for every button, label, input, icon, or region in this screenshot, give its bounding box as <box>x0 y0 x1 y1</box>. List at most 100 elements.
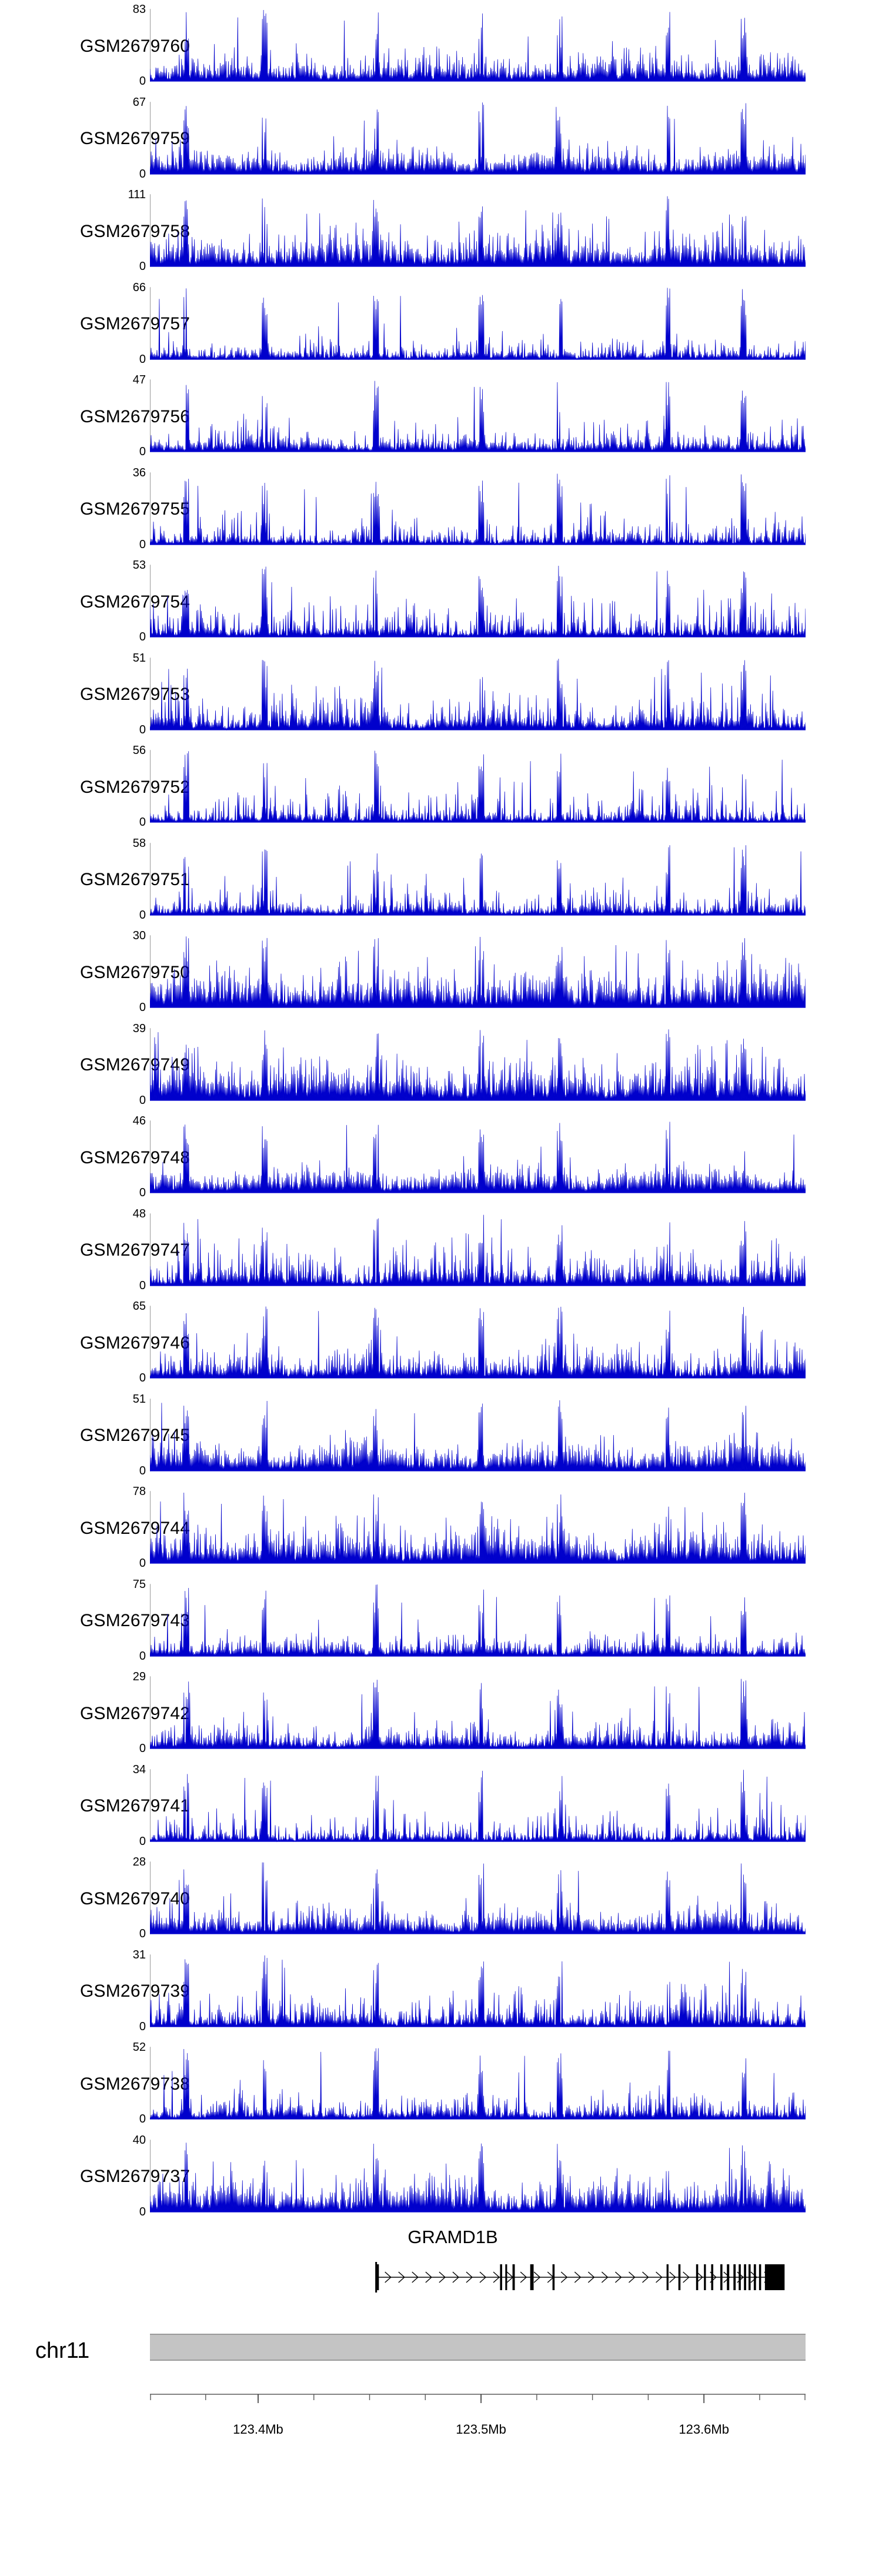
coverage-track[interactable]: GSM2679750 30 0 <box>0 926 882 1019</box>
track-sample-label: GSM2679760 <box>80 36 191 56</box>
coverage-track[interactable]: GSM2679739 31 0 <box>0 1946 882 2038</box>
coverage-plot[interactable] <box>150 2137 806 2219</box>
coverage-plot[interactable] <box>150 1766 806 1848</box>
gene-exon[interactable] <box>696 2264 699 2290</box>
coordinate-tick-label: 123.4Mb <box>233 2422 283 2437</box>
coverage-track[interactable]: GSM2679756 47 0 <box>0 371 882 463</box>
coverage-track[interactable]: GSM2679747 48 0 <box>0 1204 882 1297</box>
gene-exon[interactable] <box>704 2264 706 2290</box>
gene-exon[interactable] <box>727 2264 730 2290</box>
gene-exon[interactable] <box>552 2264 555 2290</box>
coverage-plot[interactable] <box>150 655 806 737</box>
chromosome-label: chr11 <box>35 2338 90 2363</box>
coverage-track[interactable]: GSM2679741 34 0 <box>0 1760 882 1853</box>
track-sample-label: GSM2679743 <box>80 1611 191 1631</box>
coordinate-ticks-svg <box>150 2394 806 2403</box>
coverage-track[interactable]: GSM2679759 67 0 <box>0 93 882 186</box>
gene-exon[interactable] <box>505 2264 507 2290</box>
coverage-plot-svg <box>150 2047 806 2120</box>
coverage-area <box>150 1306 806 1379</box>
axis-zero-label: 0 <box>139 2205 146 2218</box>
coverage-area <box>150 1955 806 2027</box>
coverage-track[interactable]: GSM2679744 78 0 <box>0 1482 882 1575</box>
coverage-track[interactable]: GSM2679757 66 0 <box>0 278 882 371</box>
coverage-plot[interactable] <box>150 1117 806 1200</box>
coverage-plot-svg <box>150 379 806 452</box>
gene-exon[interactable] <box>711 2264 714 2290</box>
strand-arrow-icon <box>493 2271 500 2283</box>
coverage-track[interactable]: GSM2679748 46 0 <box>0 1112 882 1204</box>
gene-model-svg <box>375 2262 785 2293</box>
gene-exon[interactable] <box>376 2264 379 2290</box>
coverage-area <box>150 9 806 82</box>
gene-exon[interactable] <box>764 2264 785 2290</box>
chromosome-bar[interactable] <box>150 2334 806 2361</box>
strand-arrow-icon <box>601 2271 609 2283</box>
coverage-track[interactable]: GSM2679737 40 0 <box>0 2131 882 2224</box>
coverage-track[interactable]: GSM2679751 58 0 <box>0 834 882 927</box>
strand-arrow-icon <box>425 2271 432 2283</box>
coverage-plot-svg <box>150 1398 806 1471</box>
coverage-plot-svg <box>150 1769 806 1842</box>
coverage-tracks-container: GSM2679760 83 0 GSM2679759 67 0 GSM2679758 111 0… <box>0 0 882 2224</box>
strand-arrow-icon <box>412 2271 419 2283</box>
gene-exon[interactable] <box>720 2264 723 2290</box>
coverage-plot[interactable] <box>150 1303 806 1385</box>
coverage-plot-svg <box>150 657 806 730</box>
coverage-track[interactable]: GSM2679740 28 0 <box>0 1853 882 1946</box>
track-sample-label: GSM2679751 <box>80 870 191 890</box>
axis-zero-label: 0 <box>139 2020 146 2033</box>
coverage-track[interactable]: GSM2679758 111 0 <box>0 185 882 278</box>
coverage-track[interactable]: GSM2679760 83 0 <box>0 0 882 93</box>
coverage-track[interactable]: GSM2679753 51 0 <box>0 649 882 742</box>
coverage-plot[interactable] <box>150 191 806 273</box>
coverage-track[interactable]: GSM2679746 65 0 <box>0 1297 882 1390</box>
gene-exon[interactable] <box>500 2264 502 2290</box>
strand-arrow-icon <box>479 2271 487 2283</box>
strand-arrow-icon <box>642 2271 649 2283</box>
coverage-track[interactable]: GSM2679754 53 0 <box>0 556 882 649</box>
coverage-track[interactable]: GSM2679738 52 0 <box>0 2038 882 2131</box>
coverage-plot[interactable] <box>150 840 806 922</box>
coverage-track[interactable]: GSM2679755 36 0 <box>0 463 882 556</box>
coverage-plot[interactable] <box>150 932 806 1015</box>
coverage-plot[interactable] <box>150 562 806 644</box>
coverage-area <box>150 196 806 267</box>
coverage-track[interactable]: GSM2679743 75 0 <box>0 1575 882 1668</box>
coverage-area <box>150 1400 806 1471</box>
coverage-plot[interactable] <box>150 1951 806 2034</box>
axis-zero-label: 0 <box>139 2113 146 2125</box>
axis-zero-label: 0 <box>139 1557 146 1570</box>
gene-exon[interactable] <box>512 2264 515 2290</box>
coverage-plot[interactable] <box>150 99 806 181</box>
coverage-plot[interactable] <box>150 747 806 829</box>
coverage-track[interactable]: GSM2679745 51 0 <box>0 1390 882 1483</box>
gene-exon[interactable] <box>733 2264 736 2290</box>
coverage-plot[interactable] <box>150 1210 806 1293</box>
coverage-plot[interactable] <box>150 469 806 552</box>
coverage-plot[interactable] <box>150 284 806 366</box>
gene-exon[interactable] <box>530 2264 534 2290</box>
coverage-plot[interactable] <box>150 1396 806 1478</box>
gene-exon[interactable] <box>739 2264 741 2290</box>
gene-exon[interactable] <box>759 2264 761 2290</box>
coverage-track[interactable]: GSM2679742 29 0 <box>0 1667 882 1760</box>
gene-exon[interactable] <box>678 2264 681 2290</box>
gene-exon[interactable] <box>666 2264 669 2290</box>
gene-exon[interactable] <box>744 2264 746 2290</box>
coverage-track[interactable]: GSM2679749 39 0 <box>0 1019 882 1112</box>
coverage-plot[interactable] <box>150 1858 806 1941</box>
coverage-plot[interactable] <box>150 1673 806 1756</box>
coverage-plot[interactable] <box>150 2044 806 2126</box>
axis-zero-label: 0 <box>139 1093 146 1107</box>
coverage-plot[interactable] <box>150 1025 806 1107</box>
gene-exon[interactable] <box>753 2264 756 2290</box>
track-sample-label: GSM2679754 <box>80 592 191 612</box>
axis-max-label: 51 <box>132 651 146 665</box>
coverage-plot[interactable] <box>150 6 806 88</box>
gene-exon[interactable] <box>748 2264 751 2290</box>
coverage-plot[interactable] <box>150 1581 806 1663</box>
coverage-plot[interactable] <box>150 376 806 459</box>
coverage-plot[interactable] <box>150 1488 806 1570</box>
coverage-track[interactable]: GSM2679752 56 0 <box>0 741 882 834</box>
